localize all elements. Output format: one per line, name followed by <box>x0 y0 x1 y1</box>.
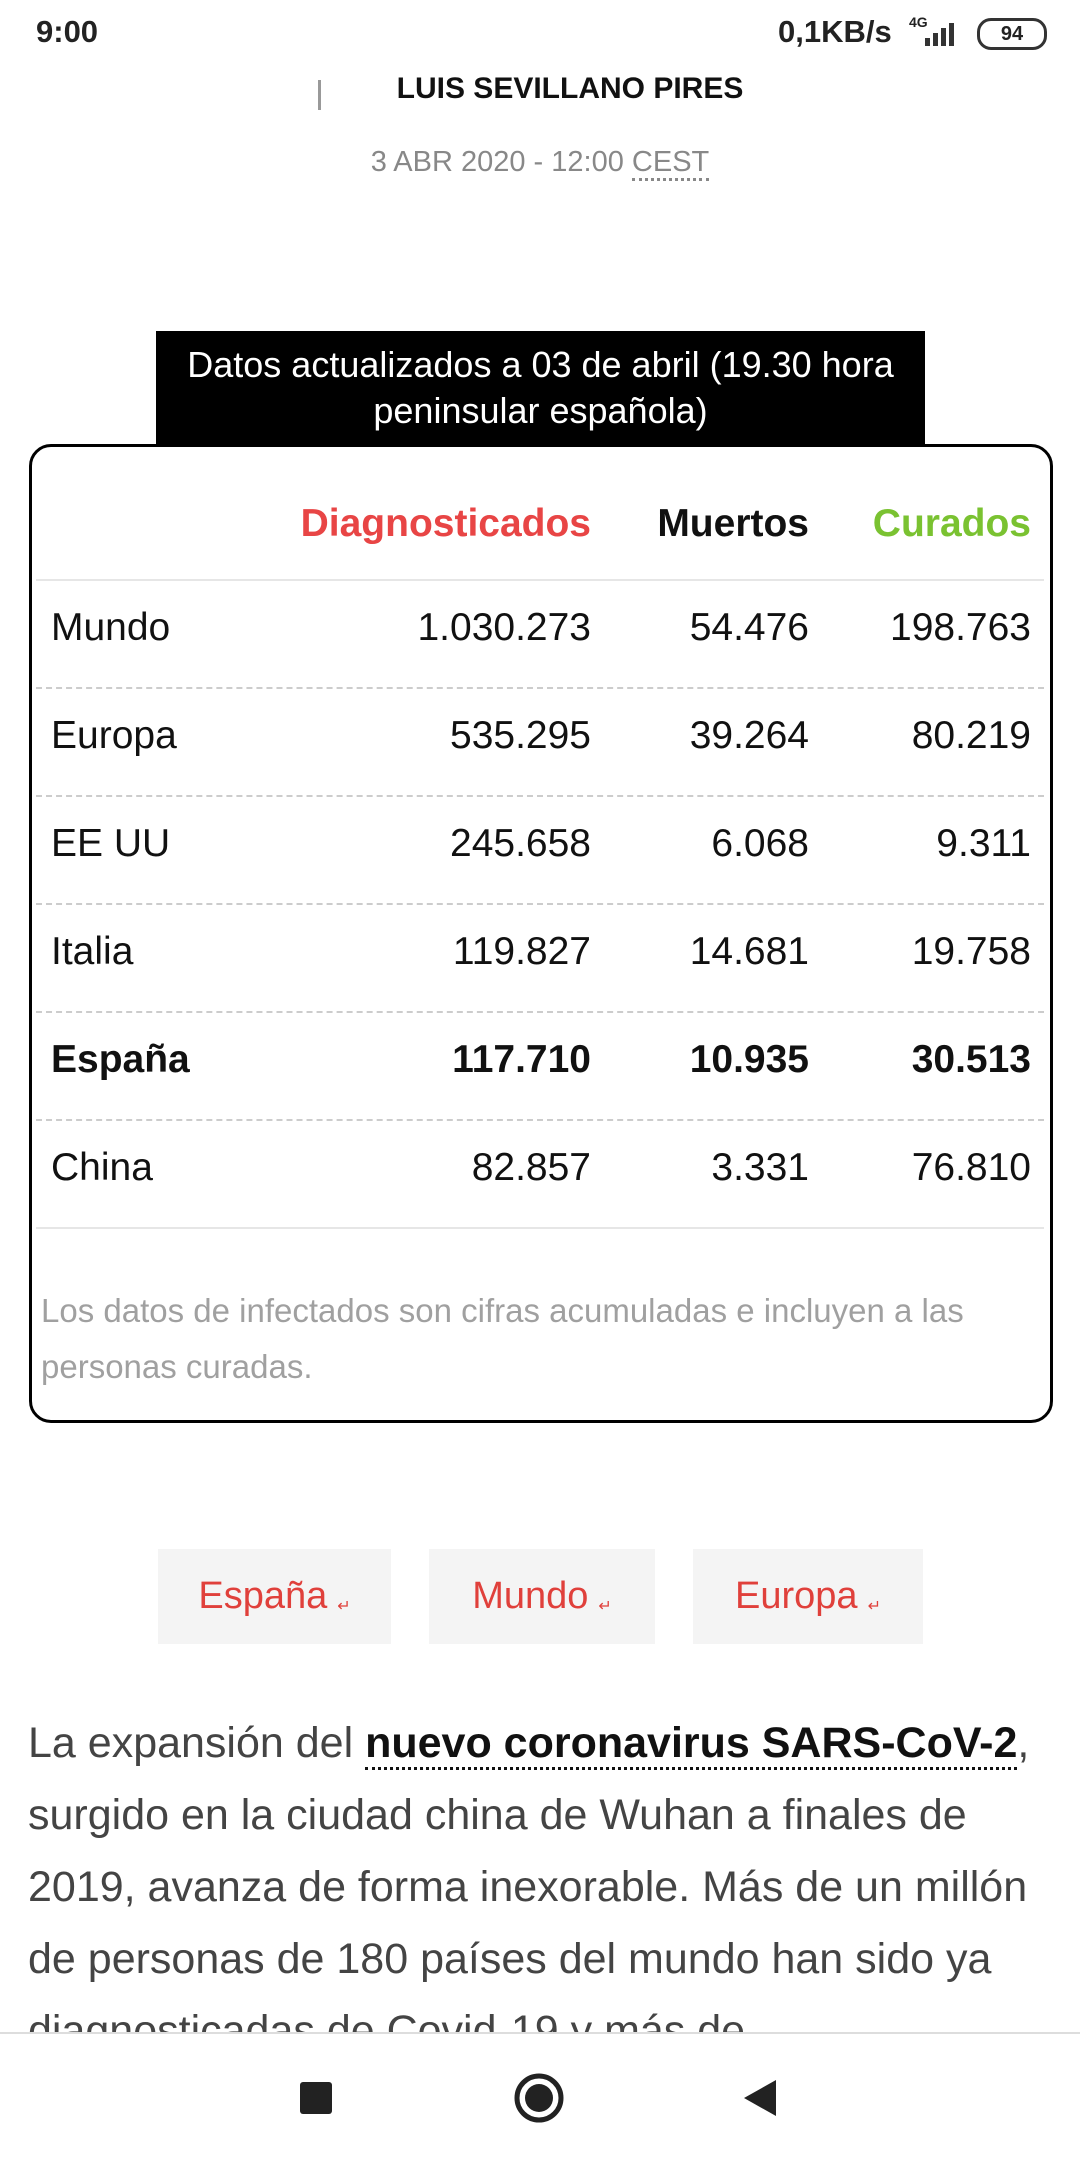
separator <box>36 1011 1044 1013</box>
tab-button[interactable]: Europa ↵ <box>693 1549 923 1644</box>
date-text: 3 ABR 2020 - 12:00 <box>370 146 624 178</box>
recents-button[interactable] <box>300 2082 332 2114</box>
cell: 6.068 <box>711 822 809 865</box>
button-label: Europa <box>735 1575 858 1617</box>
tab-button[interactable]: España ↵ <box>158 1549 391 1644</box>
cell: 54.476 <box>689 606 809 649</box>
arrow-icon: ↵ <box>598 1597 612 1615</box>
column-header: Diagnosticados <box>300 502 591 545</box>
button-label: Mundo <box>472 1575 589 1617</box>
arrow-icon: ↵ <box>867 1597 881 1615</box>
network: 4G <box>909 14 928 30</box>
cell: 245.658 <box>450 822 591 865</box>
link[interactable]: nuevo coronavirus SARS-CoV-2 <box>365 1719 1018 1770</box>
banner: Datos actualizados a 03 de abril (19.30 … <box>156 331 925 444</box>
paragraph: La expansión del nuevo coronavirus SARS-… <box>28 1707 1058 2032</box>
cell: 198.763 <box>890 606 1031 649</box>
date: 3 ABR 2020 - 12:00 CEST <box>0 146 1080 181</box>
cell: 80.219 <box>911 714 1031 757</box>
back-button[interactable] <box>744 2080 776 2116</box>
nav-icons <box>300 2073 776 2123</box>
battery: 94 <box>977 18 1047 50</box>
net-speed: 0,1KB/s <box>778 14 892 49</box>
time: 9:00 <box>36 14 99 49</box>
nav-bar <box>0 2032 1080 2162</box>
separator <box>36 903 1044 905</box>
row-label: EE UU <box>51 822 171 865</box>
row-label: Europa <box>51 714 177 757</box>
separator <box>36 687 1044 689</box>
author[interactable]: LUIS SEVILLANO PIRES <box>396 72 744 105</box>
button-label: España <box>198 1575 328 1617</box>
divider <box>318 80 321 110</box>
note: Los datos de infectados son cifras acumu… <box>41 1292 964 1385</box>
home-dot <box>525 2084 553 2112</box>
data-box <box>29 444 1053 1423</box>
row-label: España <box>51 1038 190 1081</box>
cell: 3.331 <box>711 1146 809 1189</box>
column-header: Muertos <box>657 502 809 545</box>
separator <box>36 579 1044 581</box>
row-label: China <box>51 1146 153 1189</box>
cell: 535.295 <box>450 714 591 757</box>
cell: 119.827 <box>452 930 591 973</box>
signal-icon <box>925 23 954 46</box>
cell: 39.264 <box>689 714 809 757</box>
column-header: Curados <box>872 502 1031 545</box>
separator <box>36 1227 1044 1229</box>
row-label: Mundo <box>51 606 171 649</box>
cell: 19.758 <box>911 930 1031 973</box>
separator <box>36 1119 1044 1121</box>
cell: 76.810 <box>911 1146 1031 1189</box>
arrow-icon: ↵ <box>337 1597 351 1615</box>
cell: 30.513 <box>911 1038 1031 1081</box>
cell: 117.710 <box>452 1038 591 1081</box>
cell: 1.030.273 <box>417 606 591 649</box>
tab-button[interactable]: Mundo ↵ <box>429 1549 655 1644</box>
cell: 14.681 <box>689 930 809 973</box>
timezone[interactable]: CEST <box>631 146 710 181</box>
cell: 82.857 <box>471 1146 591 1189</box>
cell: 10.935 <box>689 1038 809 1081</box>
separator <box>36 795 1044 797</box>
home-button[interactable] <box>514 2073 564 2123</box>
cell: 9.311 <box>936 822 1031 865</box>
text: , surgido en la ciudad china de Wuhan a … <box>28 1719 1030 2032</box>
row-label: Italia <box>51 930 134 973</box>
status-bar: 9:00 0,1KB/s 4G 94 <box>0 0 1080 66</box>
text: La expansión del <box>28 1719 366 1767</box>
